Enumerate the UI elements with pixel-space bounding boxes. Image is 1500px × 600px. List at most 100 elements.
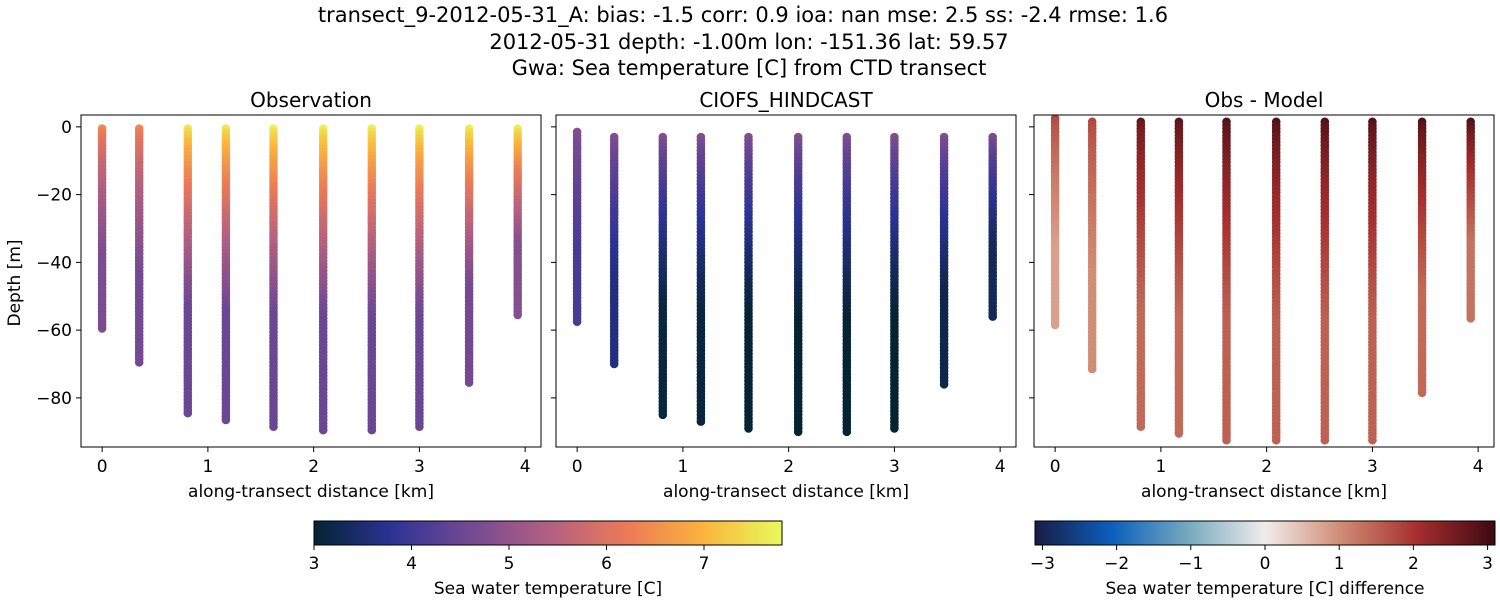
data-point <box>1174 429 1184 438</box>
data-point <box>221 415 231 425</box>
data-point <box>609 359 619 369</box>
data-point <box>793 427 803 437</box>
data-point <box>744 424 753 433</box>
x-tick-label: 1 <box>202 457 213 477</box>
x-tick-label: 3 <box>414 457 425 477</box>
data-point <box>1087 364 1097 374</box>
y-tick-label: −40 <box>36 253 72 273</box>
figure-title-line-1: transect_9-2012-05-31_A: bias: -1.5 corr… <box>318 3 1168 28</box>
colorbar-gradient <box>313 520 783 546</box>
station-6 <box>1271 117 1281 445</box>
axes-frame <box>80 114 542 448</box>
data-point <box>696 417 706 426</box>
station-3 <box>1136 117 1146 432</box>
x-tick-label: 0 <box>572 457 583 477</box>
panel-title: CIOFS_HINDCAST <box>699 88 873 112</box>
colorbar-label: Sea water temperature [C] difference <box>1105 579 1424 599</box>
panel-title: Obs - Model <box>1205 88 1324 112</box>
colorbar-tick-label: 7 <box>699 554 710 574</box>
station-2 <box>134 124 144 367</box>
y-tick-label: −20 <box>36 186 72 206</box>
station-3 <box>183 124 193 418</box>
data-point <box>1368 435 1377 445</box>
colorbar-tick-label: 3 <box>309 554 320 574</box>
panel-title: Observation <box>250 88 372 112</box>
data-point <box>513 310 522 320</box>
data-point <box>1417 388 1427 398</box>
y-tick-label: −80 <box>36 389 72 409</box>
station-1 <box>1050 115 1060 330</box>
data-point <box>1320 435 1330 445</box>
station-1 <box>97 124 107 333</box>
x-tick-label: 0 <box>1050 457 1061 477</box>
station-6 <box>793 132 803 437</box>
y-axis-label: Depth [m] <box>5 239 25 326</box>
x-axis-label: along-transect distance [km] <box>188 482 434 502</box>
station-9 <box>464 124 474 387</box>
data-point <box>1136 422 1146 432</box>
x-tick-label: 3 <box>889 457 900 477</box>
colorbar-tick-label: 4 <box>406 554 417 574</box>
station-4 <box>1174 117 1184 438</box>
figure-title-line-3: Gwa: Sea temperature [C] from CTD transe… <box>512 56 987 80</box>
colorbar-tick-label: −2 <box>1104 554 1129 574</box>
data-point <box>464 378 474 387</box>
x-tick-label: 1 <box>1155 457 1166 477</box>
x-tick-label: 0 <box>97 457 108 477</box>
station-9 <box>1417 117 1427 398</box>
colorbar-1: 3 4 5 6 7 Sea water temperature [C] <box>309 520 783 599</box>
colorbar-tick-label: −3 <box>1030 554 1055 574</box>
data-point <box>1466 314 1475 323</box>
colorbar-tick-label: 3 <box>1482 554 1493 574</box>
data-point <box>97 324 107 333</box>
station-2 <box>609 132 619 369</box>
data-point <box>318 425 328 435</box>
data-point <box>1222 435 1231 445</box>
scatter-points <box>97 124 522 435</box>
station-7 <box>1320 117 1330 445</box>
colorbar-tick-label: −1 <box>1178 554 1203 574</box>
colorbar-tick-label: 0 <box>1260 554 1271 574</box>
plot-area <box>81 115 541 447</box>
x-tick-label: 2 <box>783 457 794 477</box>
colorbar-tick-label: 6 <box>601 554 612 574</box>
colorbar-label: Sea water temperature [C] <box>434 579 662 599</box>
axes-frame <box>555 114 1017 448</box>
panel-3: 0 1 2 3 4 Obs - Model along-transect distance … <box>1029 88 1495 502</box>
x-tick-label: 2 <box>308 457 319 477</box>
data-point <box>183 408 193 418</box>
axes-frame <box>1033 114 1495 448</box>
y-tick-label: 0 <box>61 118 72 138</box>
station-4 <box>221 124 231 425</box>
x-tick-label: 2 <box>1261 457 1272 477</box>
panel-2: 0 1 2 3 4 CIOFS_HINDCAST along-transect distan… <box>551 88 1017 502</box>
data-point <box>988 312 997 321</box>
panel-1: 0 1 2 3 4 0 −20 −40 −60 −80 Observation along-trans… <box>5 88 542 502</box>
data-point <box>658 410 668 420</box>
colorbar-gradient <box>1034 520 1496 546</box>
station-3 <box>658 132 668 420</box>
scatter-points <box>572 127 997 437</box>
figure-title: transect_9-2012-05-31_A: bias: -1.5 corr… <box>318 3 1168 80</box>
station-10 <box>513 124 522 320</box>
plot-area <box>556 115 1016 447</box>
colorbar-tick-label: 2 <box>1408 554 1419 574</box>
data-point <box>1271 435 1281 445</box>
station-1 <box>572 127 582 327</box>
plot-area <box>1034 115 1494 447</box>
station-2 <box>1087 117 1097 374</box>
colorbar-2: −3 −2 −1 0 1 2 3 Sea water temperature [C] diff… <box>1030 520 1496 599</box>
figure-title-line-2: 2012-05-31 depth: -1.00m lon: -151.36 la… <box>489 30 1008 54</box>
x-tick-label: 4 <box>1473 457 1484 477</box>
y-tick-label: −60 <box>36 321 72 341</box>
station-5 <box>744 132 753 433</box>
station-4 <box>696 132 706 426</box>
station-8 <box>890 132 899 433</box>
station-10 <box>1466 117 1475 323</box>
station-5 <box>269 124 278 432</box>
x-tick-label: 3 <box>1367 457 1378 477</box>
data-point <box>415 422 424 432</box>
scatter-points <box>1050 115 1475 445</box>
station-9 <box>939 132 949 389</box>
